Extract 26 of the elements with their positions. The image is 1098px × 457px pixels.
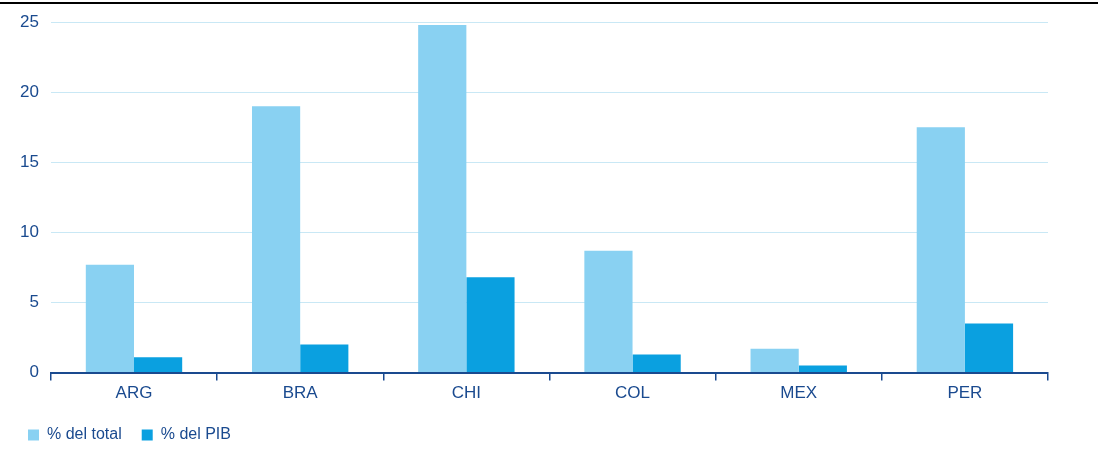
x-tick-label: COL (615, 383, 651, 403)
bar (300, 344, 349, 373)
legend-label: % del total (47, 425, 122, 443)
bar (750, 348, 799, 373)
bar (251, 106, 301, 373)
bar (964, 323, 1014, 373)
y-tick-label: 10 (19, 222, 39, 242)
bar (466, 277, 515, 373)
bar (916, 127, 965, 373)
x-tick-label: CHI (451, 383, 481, 403)
x-tick-label: ARG (115, 383, 153, 403)
bar (418, 25, 467, 373)
y-tick-label: 0 (29, 362, 39, 382)
y-tick-label: 5 (29, 292, 39, 312)
x-tick-label: BRA (282, 383, 319, 403)
y-tick-label: 25 (19, 11, 39, 31)
bar (85, 264, 134, 373)
y-tick-label: 15 (19, 152, 39, 172)
bar (584, 250, 633, 373)
bar (134, 357, 183, 373)
bar (632, 354, 681, 373)
y-tick-label: 20 (19, 81, 39, 101)
legend-label: % del PIB (160, 425, 231, 443)
x-tick-label: PER (947, 383, 983, 403)
bar (798, 365, 847, 373)
x-tick-label: MEX (780, 383, 818, 403)
